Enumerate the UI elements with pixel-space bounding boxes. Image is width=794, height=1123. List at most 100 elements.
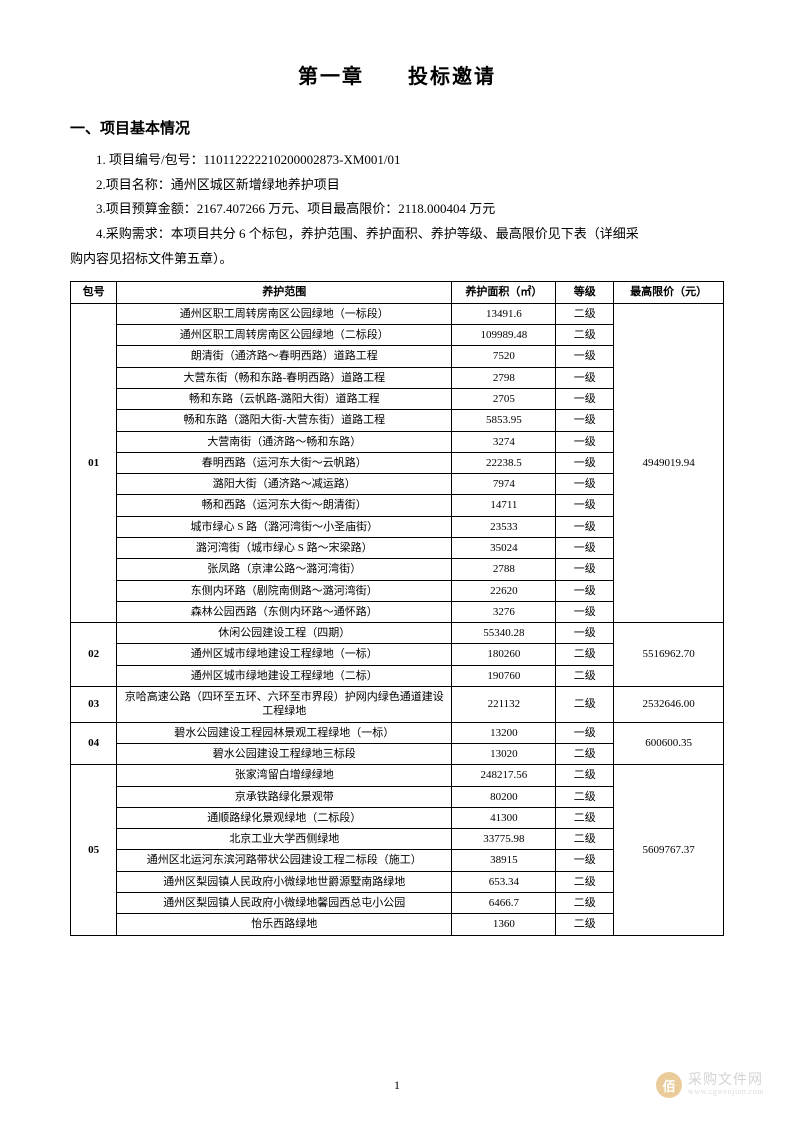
cell-area: 221132 (452, 687, 556, 723)
cell-grade: 一级 (556, 346, 614, 367)
table-row: 02休闲公园建设工程（四期）55340.28一级5516962.70 (71, 623, 724, 644)
cell-area: 23533 (452, 516, 556, 537)
cell-scope: 春明西路（运河东大街～云帆路） (117, 452, 452, 473)
cell-area: 14711 (452, 495, 556, 516)
cell-grade: 二级 (556, 786, 614, 807)
cell-scope: 休闲公园建设工程（四期） (117, 623, 452, 644)
cell-scope: 东侧内环路（剧院南侧路～潞河湾街） (117, 580, 452, 601)
table-row: 03京哈高速公路（四环至五环、六环至市界段）护网内绿色通道建设工程绿地22113… (71, 687, 724, 723)
cell-pkg: 01 (71, 303, 117, 622)
cell-scope: 畅和东路（云帆路-潞阳大街）道路工程 (117, 388, 452, 409)
cell-grade: 一级 (556, 367, 614, 388)
cell-area: 2705 (452, 388, 556, 409)
cell-area: 180260 (452, 644, 556, 665)
cell-scope: 通州区职工周转房南区公园绿地（二标段） (117, 325, 452, 346)
info-line-4b: 购内容见招标文件第五章）。 (70, 247, 724, 272)
cell-area: 7520 (452, 346, 556, 367)
table-body: 01通州区职工周转房南区公园绿地（一标段）13491.6二级4949019.94… (71, 303, 724, 935)
cell-area: 248217.56 (452, 765, 556, 786)
table-header-row: 包号 养护范围 养护面积（㎡） 等级 最高限价（元） (71, 282, 724, 303)
cell-scope: 通州区职工周转房南区公园绿地（一标段） (117, 303, 452, 324)
cell-grade: 二级 (556, 893, 614, 914)
cell-scope: 京哈高速公路（四环至五环、六环至市界段）护网内绿色通道建设工程绿地 (117, 687, 452, 723)
cell-grade: 一级 (556, 388, 614, 409)
cell-area: 109989.48 (452, 325, 556, 346)
cell-grade: 二级 (556, 743, 614, 764)
cell-grade: 一级 (556, 431, 614, 452)
cell-scope: 通州区城市绿地建设工程绿地（二标） (117, 665, 452, 686)
cell-price: 5516962.70 (614, 623, 724, 687)
cell-pkg: 04 (71, 722, 117, 765)
table-row: 01通州区职工周转房南区公园绿地（一标段）13491.6二级4949019.94 (71, 303, 724, 324)
cell-scope: 大营南街（通济路～畅和东路） (117, 431, 452, 452)
table-row: 04碧水公园建设工程园林景观工程绿地（一标）13200一级600600.35 (71, 722, 724, 743)
cell-grade: 一级 (556, 850, 614, 871)
watermark-text: 采购文件网 (688, 1073, 764, 1088)
cell-scope: 碧水公园建设工程园林景观工程绿地（一标） (117, 722, 452, 743)
cell-area: 35024 (452, 538, 556, 559)
watermark: 佰 采购文件网 www.cgwenjian.com (656, 1072, 764, 1098)
cell-scope: 张家湾留白增绿绿地 (117, 765, 452, 786)
cell-grade: 二级 (556, 829, 614, 850)
cell-grade: 一级 (556, 580, 614, 601)
cell-area: 55340.28 (452, 623, 556, 644)
cell-grade: 二级 (556, 687, 614, 723)
cell-area: 653.34 (452, 871, 556, 892)
cell-scope: 碧水公园建设工程绿地三标段 (117, 743, 452, 764)
cell-area: 41300 (452, 807, 556, 828)
info-line-3: 3.项目预算金额：2167.407266 万元、项目最高限价：2118.0004… (70, 197, 724, 222)
cell-area: 7974 (452, 474, 556, 495)
cell-scope: 通州区城市绿地建设工程绿地（一标） (117, 644, 452, 665)
cell-area: 3276 (452, 601, 556, 622)
cell-scope: 通州区梨园镇人民政府小微绿地世爵源墅南路绿地 (117, 871, 452, 892)
cell-area: 2798 (452, 367, 556, 388)
th-price: 最高限价（元） (614, 282, 724, 303)
bid-table: 包号 养护范围 养护面积（㎡） 等级 最高限价（元） 01通州区职工周转房南区公… (70, 281, 724, 935)
cell-scope: 城市绿心 S 路（潞河湾街～小圣庙街） (117, 516, 452, 537)
th-grade: 等级 (556, 282, 614, 303)
cell-grade: 一级 (556, 410, 614, 431)
cell-area: 22238.5 (452, 452, 556, 473)
cell-area: 80200 (452, 786, 556, 807)
cell-scope: 张凤路（京津公路～潞河湾街） (117, 559, 452, 580)
th-scope: 养护范围 (117, 282, 452, 303)
cell-area: 38915 (452, 850, 556, 871)
table-row: 05张家湾留白增绿绿地248217.56二级5609767.37 (71, 765, 724, 786)
cell-scope: 森林公园西路（东侧内环路～通怀路） (117, 601, 452, 622)
cell-area: 13020 (452, 743, 556, 764)
watermark-url: www.cgwenjian.com (688, 1088, 764, 1097)
cell-scope: 通顺路绿化景观绿地（二标段） (117, 807, 452, 828)
cell-area: 3274 (452, 431, 556, 452)
cell-scope: 潞阳大街（通济路～减运路） (117, 474, 452, 495)
cell-pkg: 02 (71, 623, 117, 687)
cell-area: 22620 (452, 580, 556, 601)
cell-area: 2788 (452, 559, 556, 580)
cell-price: 2532646.00 (614, 687, 724, 723)
info-line-4a: 4.采购需求：本项目共分 6 个标包，养护范围、养护面积、养护等级、最高限价见下… (70, 222, 724, 247)
cell-area: 190760 (452, 665, 556, 686)
cell-scope: 畅和东路（潞阳大街-大营东街）道路工程 (117, 410, 452, 431)
cell-scope: 畅和西路（运河东大街～朗清街） (117, 495, 452, 516)
cell-grade: 一级 (556, 538, 614, 559)
cell-pkg: 03 (71, 687, 117, 723)
cell-grade: 一级 (556, 495, 614, 516)
cell-scope: 通州区北运河东滨河路带状公园建设工程二标段（施工） (117, 850, 452, 871)
info-line-1: 1. 项目编号/包号：110112222210200002873-XM001/0… (70, 148, 724, 173)
chapter-title: 第一章 投标邀请 (70, 60, 724, 89)
cell-area: 6466.7 (452, 893, 556, 914)
th-pkg: 包号 (71, 282, 117, 303)
cell-scope: 潞河湾街（城市绿心 S 路～宋梁路） (117, 538, 452, 559)
cell-grade: 一级 (556, 474, 614, 495)
watermark-badge-icon: 佰 (656, 1072, 682, 1098)
cell-grade: 一级 (556, 559, 614, 580)
cell-grade: 一级 (556, 452, 614, 473)
cell-grade: 二级 (556, 807, 614, 828)
cell-area: 13200 (452, 722, 556, 743)
cell-scope: 大营东街（畅和东路-春明西路）道路工程 (117, 367, 452, 388)
cell-grade: 一级 (556, 623, 614, 644)
cell-grade: 二级 (556, 914, 614, 935)
cell-area: 5853.95 (452, 410, 556, 431)
cell-grade: 二级 (556, 303, 614, 324)
info-line-2: 2.项目名称：通州区城区新增绿地养护项目 (70, 173, 724, 198)
cell-area: 33775.98 (452, 829, 556, 850)
